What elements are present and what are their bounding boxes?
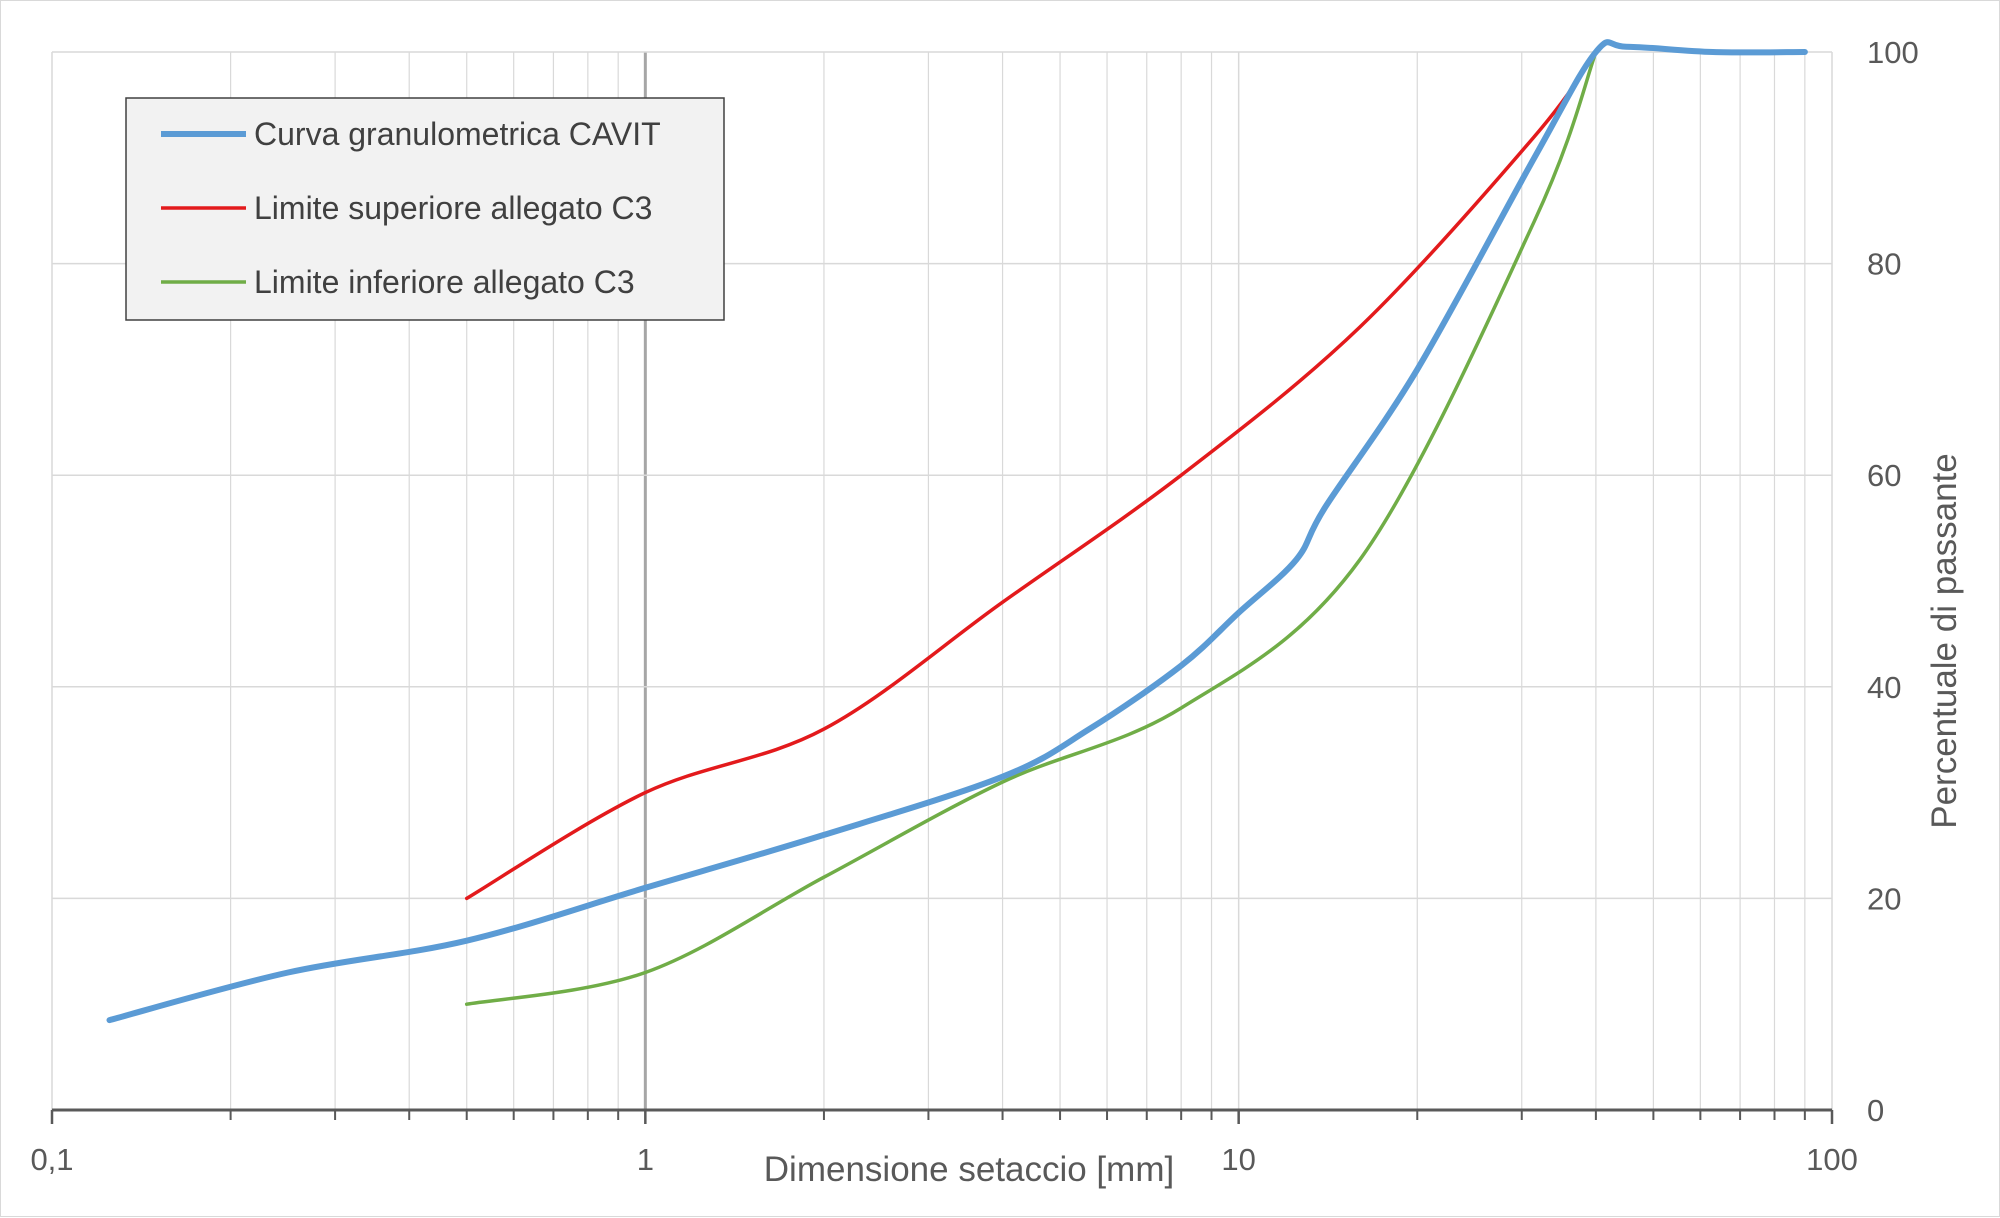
- legend-label: Limite superiore allegato C3: [254, 190, 652, 226]
- x-tick-label: 10: [1221, 1142, 1255, 1177]
- x-tick-label: 1: [637, 1142, 654, 1177]
- series-line-curva-granulometrica-cavit: [106, 39, 1808, 1024]
- x-axis-title: Dimensione setaccio [mm]: [764, 1150, 1174, 1189]
- y-tick-label: 40: [1867, 670, 1901, 705]
- series-lines: [106, 39, 1808, 1024]
- tick-labels: 0,1 1 10 100 0 20 40 60 80 100: [30, 35, 1918, 1177]
- y-tick-label: 80: [1867, 247, 1901, 282]
- y-tick-label: 100: [1867, 35, 1919, 70]
- y-axis-title: Percentuale di passante: [1925, 453, 1964, 829]
- x-tick-label: 0,1: [30, 1142, 73, 1177]
- y-tick-label: 20: [1867, 881, 1901, 916]
- series-line-limite-inferiore-allegato-c3: [464, 50, 1598, 1006]
- series-line-limite-superiore-allegato-c3: [464, 50, 1598, 901]
- legend: Curva granulometrica CAVIT Limite superio…: [125, 97, 725, 321]
- x-tick-label: 100: [1806, 1142, 1858, 1177]
- y-tick-label: 0: [1867, 1093, 1884, 1128]
- legend-label: Curva granulometrica CAVIT: [254, 116, 661, 152]
- y-tick-label: 60: [1867, 458, 1901, 493]
- axes: [50, 1108, 1834, 1124]
- legend-label: Limite inferiore allegato C3: [254, 264, 635, 300]
